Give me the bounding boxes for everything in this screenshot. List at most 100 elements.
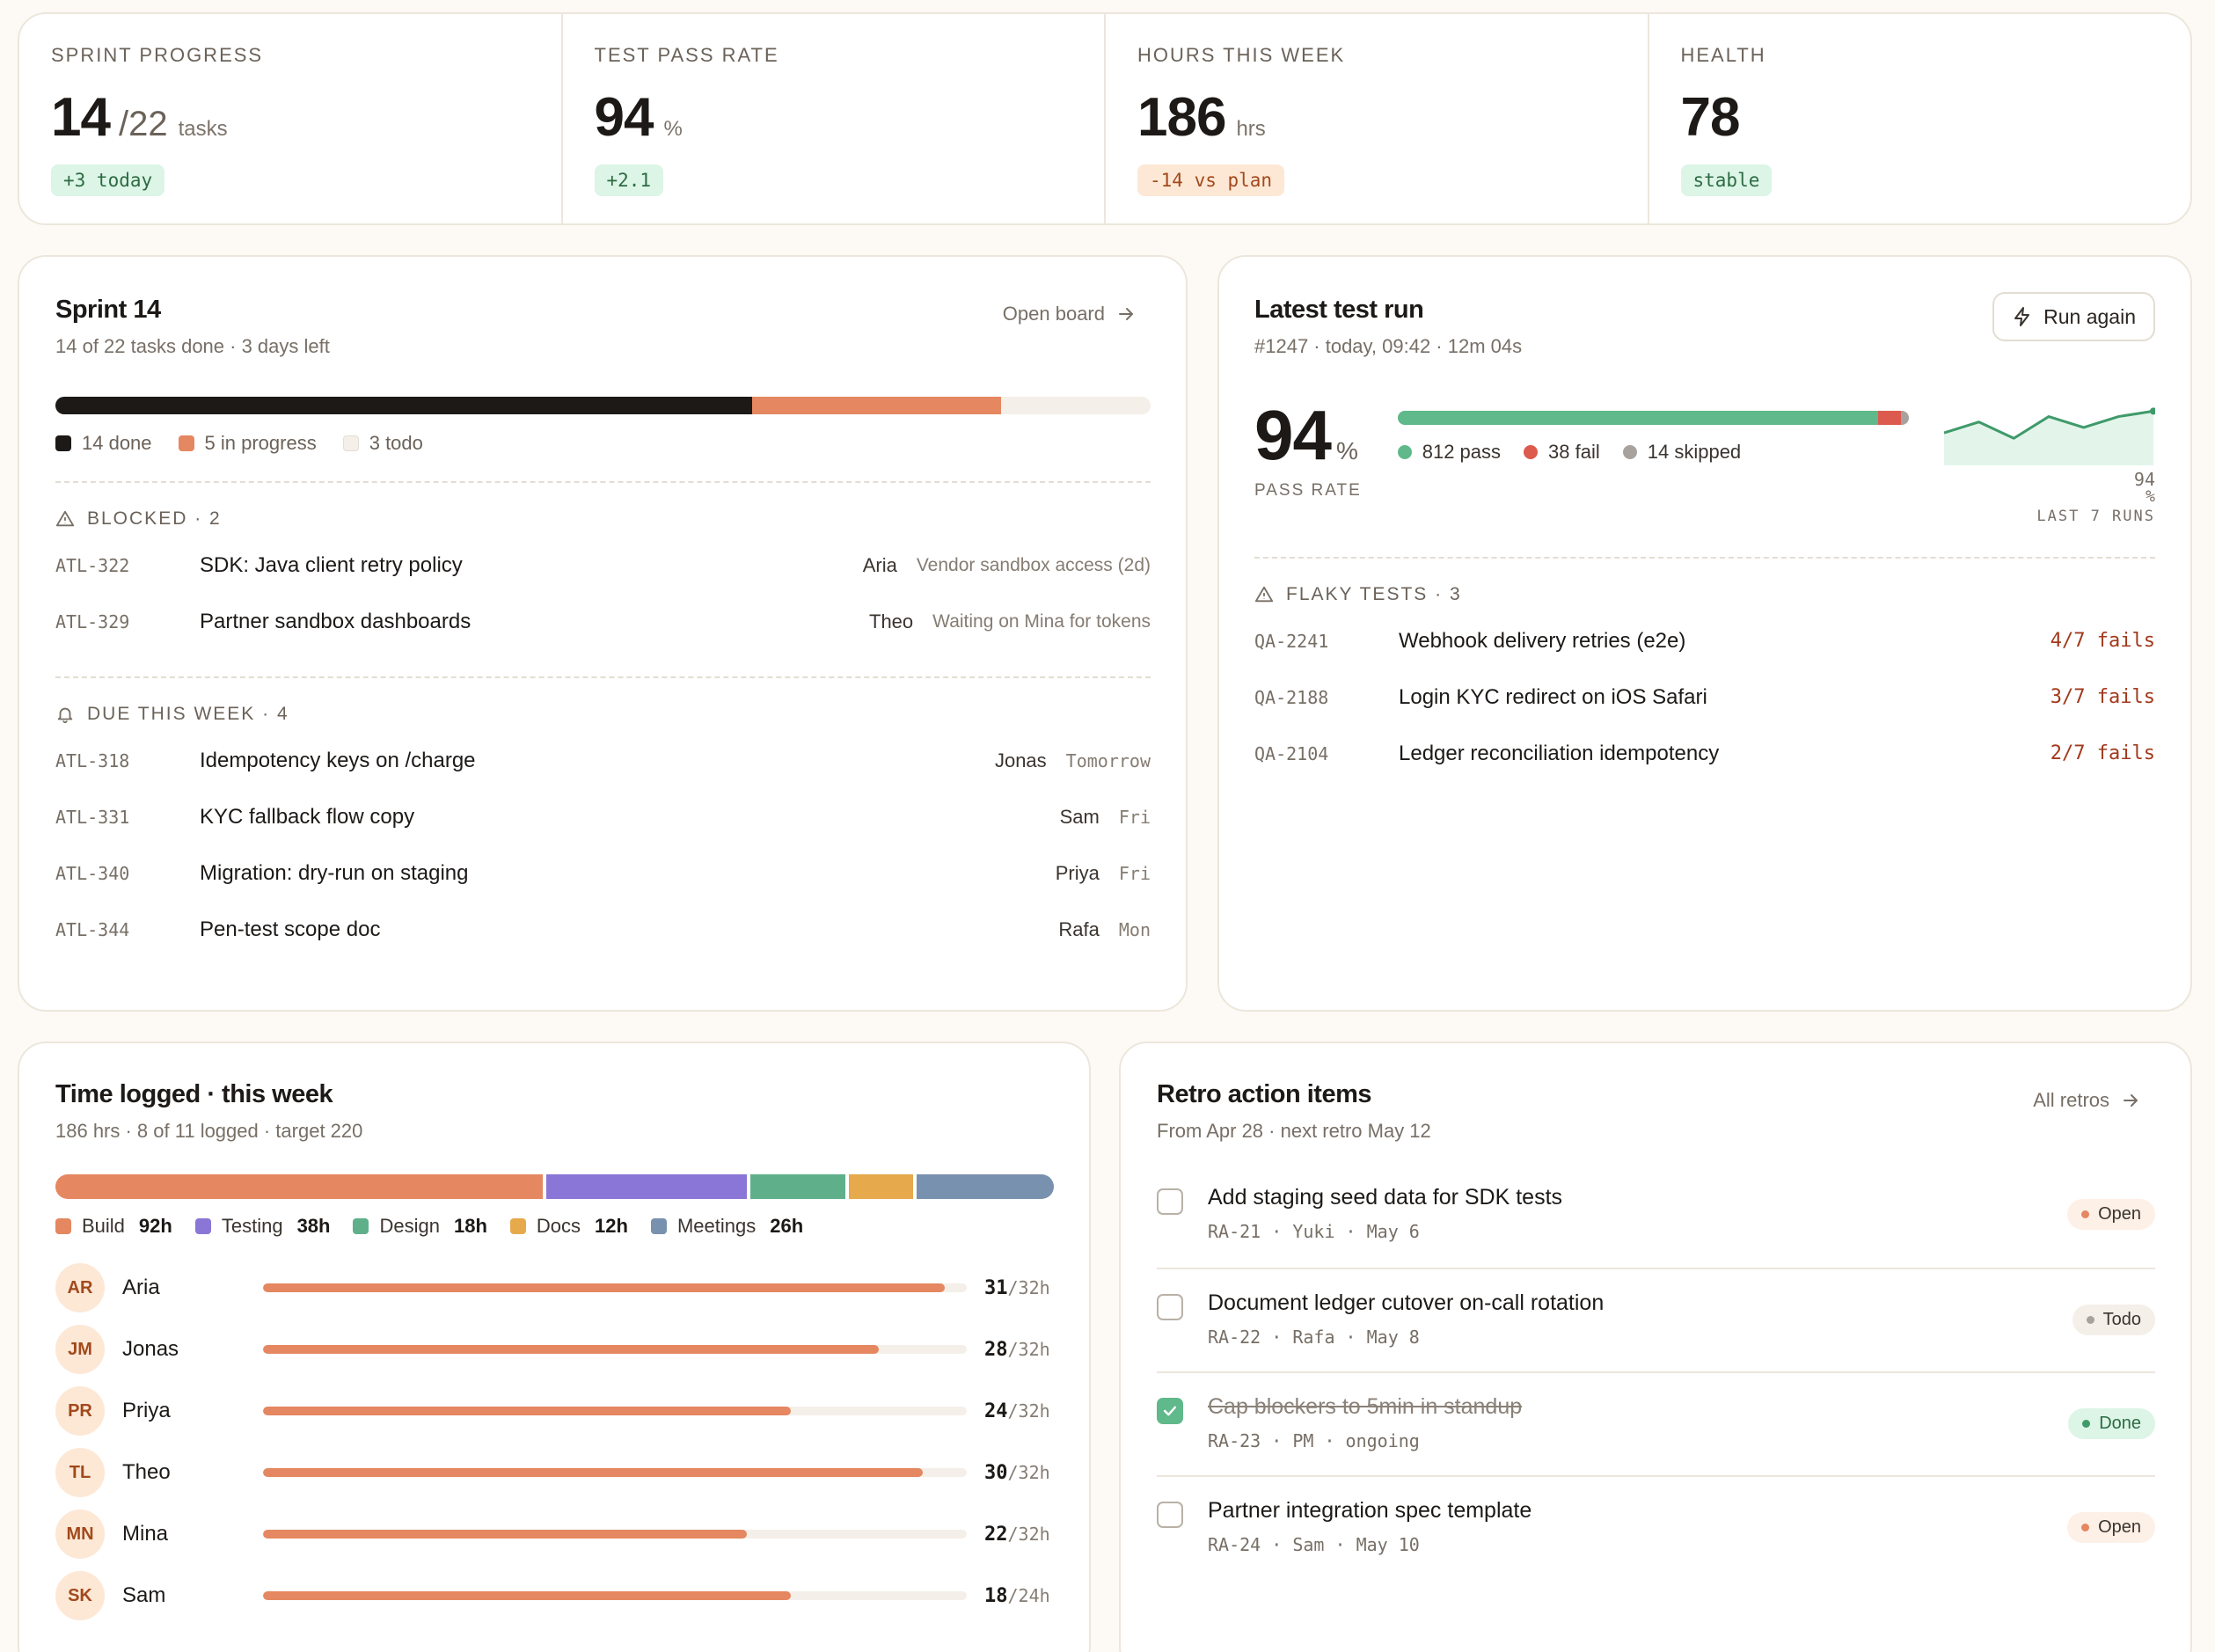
task-title: Pen-test scope doc [200,917,381,941]
kpi-unit: tasks [178,117,228,141]
flaky-label: FLAKY TESTS · 3 [1286,583,1462,604]
hours-value: 30/32h [984,1462,1050,1484]
due-row[interactable]: ATL-344 Pen-test scope doc Rafa Mon [55,902,1151,958]
hours-track [263,1345,967,1354]
run-again-button[interactable]: Run again [1992,292,2155,341]
due-date: Mon [1118,919,1151,940]
sparkline-label: LAST 7 RUNS [2036,507,2155,525]
hours-track [263,1530,967,1539]
retro-checkbox[interactable] [1157,1188,1183,1215]
legend-swatch [353,1218,369,1234]
divider [55,481,1151,483]
test-title: Login KYC redirect on iOS Safari [1399,684,1707,709]
status-label: Open [2098,1517,2141,1537]
retro-title: Document ledger cutover on-call rotation [1208,1290,1605,1315]
blocked-row[interactable]: ATL-329 Partner sandbox dashboards Theo … [55,594,1151,650]
retro-meta: RA-22 · Rafa · May 8 [1208,1327,1420,1348]
arrow-right-icon [2124,1094,2138,1107]
warning-icon [55,510,75,527]
divider [1254,556,2155,559]
retro-checkbox[interactable] [1157,1502,1183,1528]
person-name: Mina [122,1522,169,1546]
people-list: AR Aria 31/32h JM Jonas 28/32h PR Priya 24/32h TL… [55,1257,1054,1626]
time-category-bar [55,1174,1054,1199]
legend-done: 14 done [82,432,152,454]
person-row[interactable]: TL Theo 30/32h [55,1442,1054,1503]
status-badge: Todo [2072,1305,2155,1335]
task-id: ATL-331 [55,807,130,828]
hours-fill [263,1407,791,1415]
legend-swatch [650,1218,667,1234]
kpi-label: SPRINT PROGRESS [51,44,264,66]
legend-category: Build [82,1215,125,1237]
due-row[interactable]: ATL-318 Idempotency keys on /charge Jona… [55,733,1151,789]
hours-fill [263,1530,747,1539]
task-owner: Priya [1055,862,1100,884]
kpi-label: HEALTH [1680,44,1766,66]
open-board-link[interactable]: Open board [1003,303,1137,325]
avatar: PR [55,1386,105,1436]
avatar: TL [55,1448,105,1497]
hours-logged: 18 [984,1584,1008,1607]
skipped-segment [1900,411,1909,425]
time-segment-build [55,1174,543,1199]
flaky-row[interactable]: QA-2188 Login KYC redirect on iOS Safari… [1254,669,2155,726]
kpi-unit: % [663,117,683,141]
task-id: ATL-340 [55,863,130,884]
pass-rate-label: PASS RATE [1254,481,1362,500]
person-row[interactable]: SK Sam 18/24h [55,1565,1054,1626]
legend-hours: 38h [296,1215,331,1237]
test-id: QA-2241 [1254,630,1329,652]
legend-hours: 26h [770,1215,804,1237]
fail-count: 3/7 fails [2050,686,2155,709]
retro-checkbox[interactable] [1157,1398,1183,1424]
warning-icon [1254,586,1274,602]
sparkline-unit: % [2146,487,2155,506]
person-name: Sam [122,1583,166,1607]
person-row[interactable]: JM Jonas 28/32h [55,1319,1054,1380]
kpi-test-pass-rate: TEST PASS RATE 94 % +2.1 [560,14,1105,223]
kpi-badge: stable [1680,164,1773,196]
hours-target: /32h [1007,1338,1050,1360]
fail-count: 2/7 fails [2050,742,2155,765]
hours-target: /32h [1007,1461,1050,1483]
task-owner: Sam [1059,806,1100,828]
retro-meta: RA-21 · Yuki · May 6 [1208,1221,1420,1242]
legend-item: Testing 38h [194,1215,331,1238]
legend-swatch [194,1218,211,1234]
hours-logged: 30 [984,1461,1008,1484]
retro-title: Cap blockers to 5min in standup [1208,1394,1523,1419]
person-row[interactable]: AR Aria 31/32h [55,1257,1054,1319]
blocked-row[interactable]: ATL-322 SDK: Java client retry policy Ar… [55,537,1151,594]
kpi-hours-this-week: HOURS THIS WEEK 186 hrs -14 vs plan [1104,14,1648,223]
legend-item: Design 18h [353,1215,487,1238]
due-row[interactable]: ATL-331 KYC fallback flow copy Sam Fri [55,789,1151,845]
hours-value: 24/32h [984,1400,1050,1422]
test-title: Ledger reconciliation idempotency [1399,741,1720,765]
hours-target: /24h [1007,1584,1050,1606]
pass-dot [1397,445,1412,459]
fail-count: 4/7 fails [2050,630,2155,653]
sprint-legend: 14 done 5 in progress 3 todo [55,432,1151,455]
legend-skipped: 14 skipped [1647,441,1742,463]
legend-swatch-done [55,435,71,451]
flaky-row[interactable]: QA-2104 Ledger reconciliation idempotenc… [1254,726,2155,782]
task-owner: Aria [862,554,897,576]
kpi-badge: +2.1 [594,164,664,196]
hours-track [263,1468,967,1477]
status-badge: Done [2068,1408,2155,1439]
retro-item: Cap blockers to 5min in standup RA-23 · P… [1157,1371,2155,1475]
due-row[interactable]: ATL-340 Migration: dry-run on staging Pr… [55,845,1151,902]
person-row[interactable]: PR Priya 24/32h [55,1380,1054,1442]
legend-swatch-in-progress [178,435,194,451]
all-retros-link[interactable]: All retros [2033,1089,2141,1112]
kpi-label: HOURS THIS WEEK [1137,44,1346,66]
time-legend: Build 92h Testing 38h Design 18h Docs 12h Meetin… [55,1215,1054,1238]
run-again-label: Run again [2043,304,2136,328]
person-name: Theo [122,1460,171,1484]
legend-swatch-todo [342,435,359,451]
retro-checkbox[interactable] [1157,1294,1183,1320]
person-row[interactable]: MN Mina 22/32h [55,1503,1054,1565]
flaky-row[interactable]: QA-2241 Webhook delivery retries (e2e) 4… [1254,613,2155,669]
legend-swatch [55,1218,71,1234]
